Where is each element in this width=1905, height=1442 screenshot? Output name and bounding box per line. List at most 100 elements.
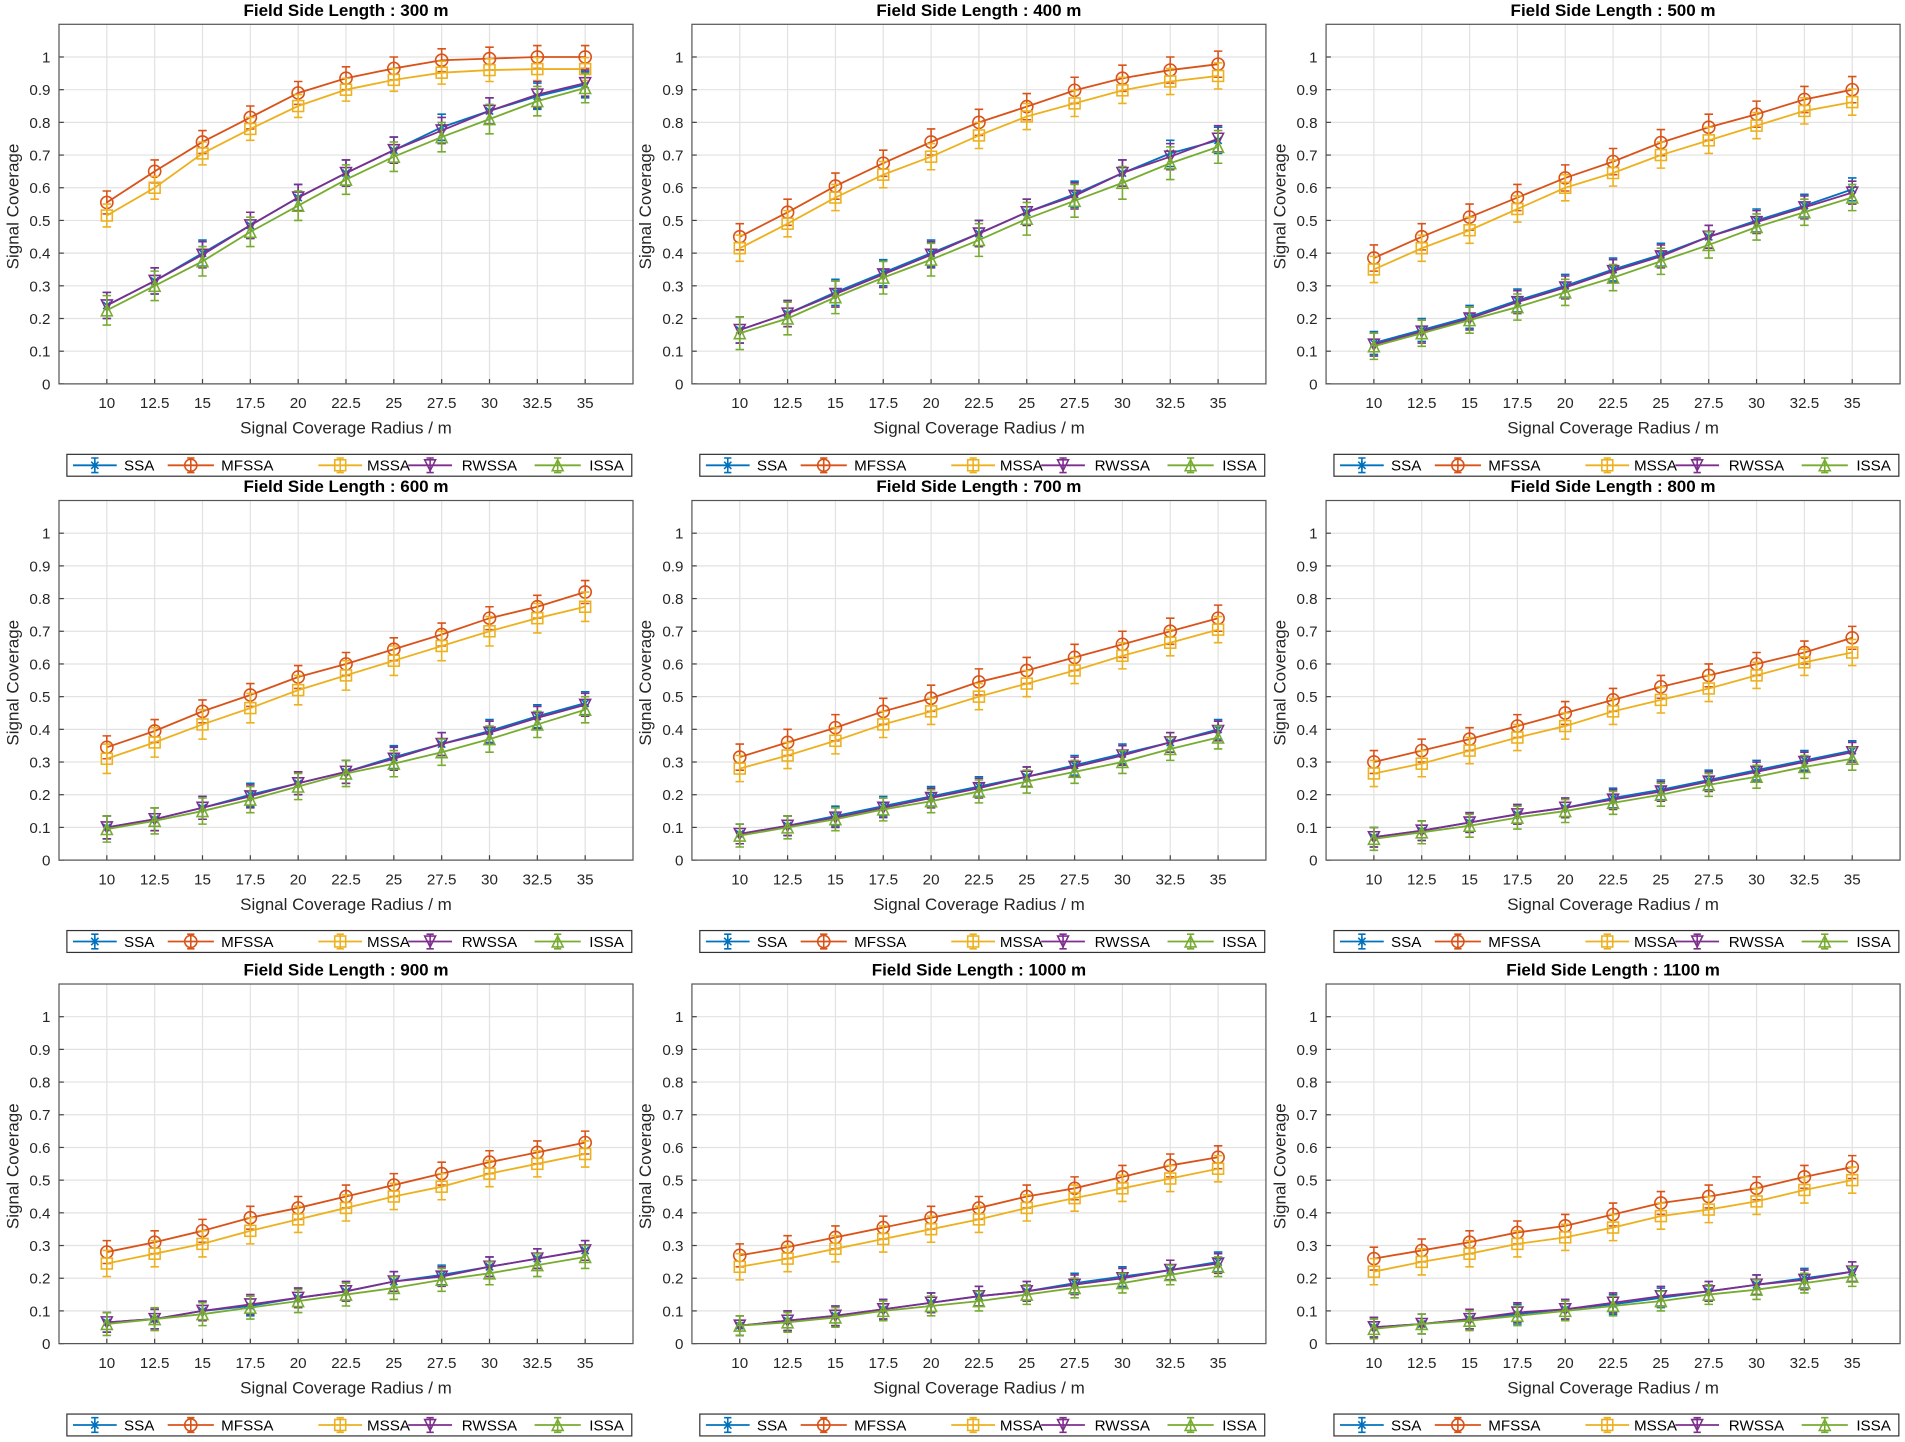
x-tick-label: 35 (1210, 1355, 1227, 1372)
error-bar (1369, 826, 1379, 852)
data-point (148, 181, 161, 195)
error-bar (1213, 725, 1223, 750)
error-bar (102, 203, 112, 228)
triangle-down-marker-icon (1690, 1418, 1704, 1433)
legend-item-ssa: SSA (705, 1416, 788, 1434)
x-tick-label: 15 (194, 1355, 211, 1372)
data-point (1211, 139, 1225, 154)
square-marker-icon (966, 459, 980, 472)
data-point (829, 734, 842, 748)
data-point (828, 290, 843, 304)
x-tick-label: 27.5 (427, 395, 457, 412)
x-tick-label: 15 (1461, 395, 1478, 412)
y-tick-label: 0.3 (1296, 278, 1317, 295)
error-bar (1465, 306, 1474, 335)
data-point (780, 1315, 795, 1329)
square-marker-icon (966, 1418, 980, 1432)
x-tick-label: 22.5 (964, 395, 994, 412)
error-bar (1369, 1257, 1379, 1286)
legend-item-ssa: SSA (72, 933, 155, 951)
data-point (1020, 677, 1034, 690)
data-point (1654, 1209, 1668, 1223)
data-point (531, 611, 544, 625)
x-tick-label: 20 (290, 1355, 307, 1372)
error-bar (1213, 129, 1223, 165)
error-bar (150, 270, 159, 302)
error-bar (485, 1159, 494, 1188)
error-bar (198, 797, 207, 825)
error-bar (341, 1194, 351, 1222)
x-tick-label: 32.5 (1155, 871, 1185, 888)
chart-panel: 10 12.5 15 17.5 20 22.5 25 27.5 30 32.5 35 0 0.1 0.2 0… (3, 1, 634, 477)
x-tick-label: 10 (98, 871, 115, 888)
chart-title: Field Side Length : 900 m (244, 961, 449, 980)
x-tick-label: 17.5 (868, 395, 898, 412)
data-point (387, 1280, 401, 1295)
x-tick-label: 32.5 (523, 871, 553, 888)
legend-item-rwssa: RWSSA (408, 457, 518, 475)
x-tick-label: 32.5 (1790, 871, 1820, 888)
asterisk-marker-icon (723, 937, 732, 946)
data-point (1414, 825, 1429, 839)
x-tick-label: 17.5 (868, 1355, 898, 1372)
error-bar (533, 1252, 542, 1278)
data-point (291, 1213, 305, 1226)
triangle-down-marker-icon (1056, 1418, 1070, 1433)
error-bar (437, 60, 446, 85)
data-point (876, 1303, 890, 1318)
data-point (1558, 285, 1572, 299)
data-point (387, 756, 401, 770)
triangle-up-marker-icon (1183, 934, 1198, 948)
data-point (733, 241, 747, 255)
error-bar (1465, 736, 1474, 765)
x-tick-label: 32.5 (523, 395, 553, 412)
legend-item-rwssa: RWSSA (1675, 1416, 1785, 1434)
error-bar (1608, 263, 1618, 292)
error-bar (150, 807, 159, 835)
circle-marker-icon (1451, 1418, 1465, 1432)
error-bar (1560, 798, 1570, 824)
legend-item-rwssa: RWSSA (408, 1416, 518, 1434)
legend-label: MFSSA (1488, 458, 1541, 475)
error-bar (437, 121, 446, 153)
data-point (100, 303, 114, 317)
data-point (1020, 110, 1034, 123)
error-bar (1704, 126, 1713, 155)
error-bar (783, 209, 792, 238)
data-point (1797, 205, 1812, 219)
legend-item-mfssa: MFSSA (800, 457, 907, 475)
circle-marker-icon (183, 1418, 198, 1432)
circle-marker-icon (183, 458, 198, 473)
error-bar (437, 738, 446, 767)
triangle-down-marker-icon (423, 935, 437, 949)
x-tick-label: 30 (1114, 395, 1131, 412)
data-point (1415, 241, 1428, 255)
data-point (1750, 1195, 1763, 1208)
data-point (578, 600, 592, 614)
error-bar (1417, 234, 1426, 263)
error-bar (150, 1306, 159, 1332)
error-bar (926, 1215, 936, 1244)
error-bar (485, 615, 494, 647)
series-issa (100, 72, 592, 326)
error-bar (1847, 88, 1857, 116)
y-tick-label: 0.1 (1296, 1303, 1317, 1320)
error-bar (198, 141, 207, 166)
chart-panel: 10 12.5 15 17.5 20 22.5 25 27.5 30 32.5 35 0 0.1 0.2 0… (636, 1, 1267, 477)
error-bar (735, 234, 745, 263)
data-point (291, 1293, 305, 1308)
axes-box (691, 499, 1267, 861)
chart-panel: 10 12.5 15 17.5 20 22.5 25 27.5 30 32.5 35 0 0.1 0.2 0… (3, 961, 634, 1437)
legend-item-mssa: MSSA (1585, 933, 1678, 951)
axes-box (58, 983, 634, 1345)
legend-item-mssa: MSSA (318, 1416, 411, 1434)
legend-label: SSA (1391, 934, 1422, 951)
x-tick-label: 22.5 (964, 1355, 994, 1372)
axes-box (1325, 23, 1901, 385)
x-tick-label: 22.5 (331, 1355, 361, 1372)
legend-label: RWSSA (1095, 934, 1151, 951)
y-tick-label: 0.9 (1296, 82, 1317, 99)
chart-panel: 10 12.5 15 17.5 20 22.5 25 27.5 30 32.5 35 0 0.1 0.2 0… (636, 961, 1267, 1437)
legend-label: MSSA (1634, 1417, 1678, 1434)
triangle-down-marker-icon (1690, 935, 1704, 949)
